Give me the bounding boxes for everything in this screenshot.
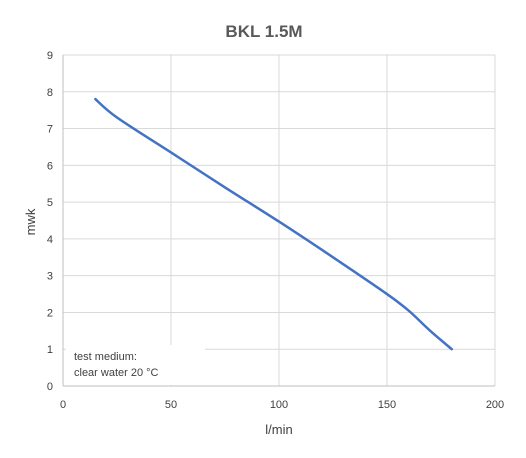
y-tick-label: 6 <box>47 160 53 172</box>
tick-layer: 0 1 2 3 4 5 6 7 8 9 0 50 100 150 200 <box>47 50 504 411</box>
y-axis-label: mwk <box>23 208 38 235</box>
y-tick-label: 2 <box>47 307 53 319</box>
y-tick-label: 5 <box>47 197 53 209</box>
chart-title: BKL 1.5M <box>225 22 302 41</box>
x-tick-label: 50 <box>165 399 177 411</box>
x-tick-label: 200 <box>486 399 504 411</box>
y-tick-label: 4 <box>47 234 53 246</box>
annotation-line-2: clear water 20 °C <box>74 367 159 379</box>
y-tick-label: 3 <box>47 271 53 283</box>
y-tick-label: 1 <box>47 344 53 356</box>
x-tick-label: 100 <box>270 399 288 411</box>
grid-layer <box>62 54 496 387</box>
x-tick-label: 150 <box>378 399 396 411</box>
series-line <box>94 97 454 351</box>
x-axis-label: l/min <box>265 422 292 437</box>
y-tick-label: 0 <box>47 381 53 393</box>
annotation-line-1: test medium: <box>74 351 137 363</box>
x-tick-label: 0 <box>60 399 66 411</box>
y-tick-label: 8 <box>47 87 53 99</box>
annotation-background <box>66 345 205 385</box>
annotation-box: test medium: clear water 20 °C <box>66 345 205 385</box>
y-tick-label: 7 <box>47 124 53 136</box>
series-layer <box>94 97 454 351</box>
y-tick-label: 9 <box>47 50 53 62</box>
